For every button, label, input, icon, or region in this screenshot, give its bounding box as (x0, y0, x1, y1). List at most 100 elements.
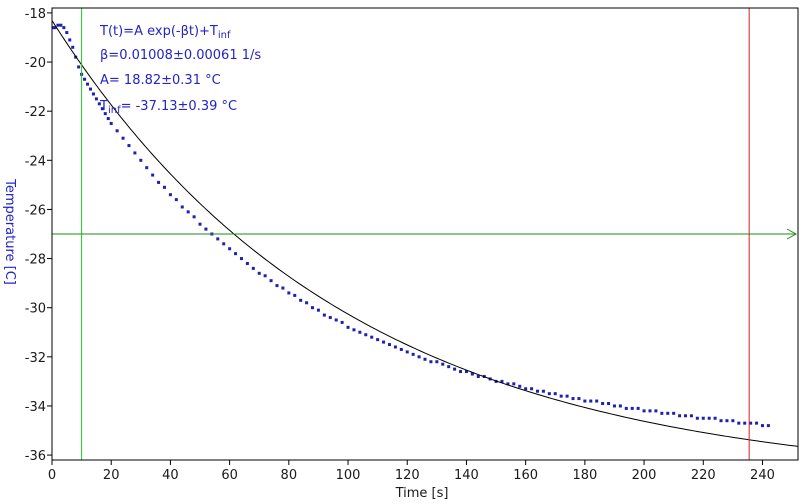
data-point (660, 411, 664, 415)
data-point (65, 31, 69, 35)
data-point (340, 320, 344, 324)
y-axis-ticks: -18 -20 -22 -24 -26 -28 -30 -32 -34 -36 (25, 7, 52, 464)
data-point (174, 198, 178, 202)
data-point (601, 402, 605, 405)
data-point (689, 414, 693, 418)
x-tick-label: 180 (572, 468, 597, 483)
data-point (53, 26, 57, 30)
data-point (234, 252, 238, 256)
data-point (198, 222, 202, 226)
data-point (583, 399, 587, 403)
data-point (133, 151, 137, 155)
data-point (83, 77, 87, 81)
data-point (86, 82, 90, 86)
data-point (103, 112, 107, 116)
x-tick-label: 0 (48, 468, 56, 483)
data-point (476, 374, 480, 378)
data-point (447, 365, 451, 369)
data-point (684, 414, 688, 418)
data-point (565, 394, 569, 398)
data-point (755, 421, 759, 425)
data-point (222, 242, 226, 246)
data-point (512, 382, 516, 386)
data-point (547, 392, 551, 396)
data-point (530, 387, 534, 391)
arrow-right-icon (786, 228, 798, 240)
data-point (127, 144, 131, 148)
data-point (713, 416, 717, 420)
data-point (157, 180, 161, 184)
data-point (228, 247, 232, 251)
x-axis-title: Time [s] (395, 486, 449, 501)
data-point (328, 316, 332, 320)
data-point (571, 397, 575, 401)
y-tick-label: -26 (25, 203, 46, 218)
data-point (106, 117, 110, 121)
data-point (121, 136, 125, 140)
data-point (559, 394, 563, 398)
data-point (245, 261, 249, 265)
data-point (192, 215, 196, 219)
annotation-beta: β=0.01008±0.00061 1/s (100, 48, 261, 63)
data-point (322, 313, 326, 317)
y-tick-label: -36 (25, 449, 46, 464)
data-point (115, 129, 119, 133)
data-point (151, 173, 155, 177)
data-point (577, 397, 581, 401)
x-tick-label: 40 (162, 468, 179, 483)
annotation-Tinf-rest: = -37.13±0.39 °C (121, 99, 237, 114)
annotation-A: A= 18.82±0.31 °C (100, 73, 221, 88)
y-tick-label: -24 (25, 154, 46, 169)
data-point (139, 158, 143, 162)
annotation-Tinf-sub: inf (108, 105, 121, 116)
data-point (370, 335, 374, 339)
data-point (376, 338, 380, 342)
data-point (275, 284, 279, 288)
data-point (630, 406, 634, 410)
data-point (459, 370, 463, 374)
data-point (618, 404, 622, 408)
data-point (59, 23, 63, 27)
data-point (518, 384, 522, 388)
data-point (678, 414, 682, 418)
data-point (77, 65, 81, 69)
data-point (642, 409, 646, 413)
data-point (382, 340, 386, 344)
data-point (654, 409, 658, 413)
data-point (701, 416, 705, 420)
data-point (760, 424, 764, 428)
data-point (62, 26, 66, 30)
data-point (100, 107, 104, 111)
y-tick-label: -34 (25, 400, 46, 415)
data-point (216, 237, 220, 241)
x-tick-label: 200 (632, 468, 657, 483)
data-point (305, 301, 309, 305)
data-point (94, 97, 98, 101)
data-point (695, 416, 699, 420)
x-axis-ticks: 0 20 40 60 80 100 120 140 160 180 200 220 240 (48, 460, 775, 483)
data-point (453, 367, 457, 371)
data-point (666, 411, 670, 415)
y-tick-label: -22 (25, 105, 46, 120)
data-point (749, 421, 753, 425)
data-point (186, 210, 190, 214)
data-point (707, 416, 711, 420)
data-point (251, 266, 255, 270)
y-tick-label: -18 (25, 7, 46, 22)
x-tick-label: 160 (513, 468, 538, 483)
data-point (293, 293, 297, 297)
data-point (257, 271, 261, 275)
data-point (334, 318, 338, 322)
data-point (429, 360, 433, 364)
data-point (743, 421, 747, 425)
data-point (405, 350, 409, 354)
x-tick-label: 100 (336, 468, 361, 483)
data-point (145, 166, 149, 170)
data-point (263, 274, 267, 278)
data-point (239, 257, 243, 261)
x-tick-label: 60 (221, 468, 238, 483)
data-point (612, 404, 616, 408)
data-point (91, 92, 95, 96)
data-point (364, 333, 368, 337)
